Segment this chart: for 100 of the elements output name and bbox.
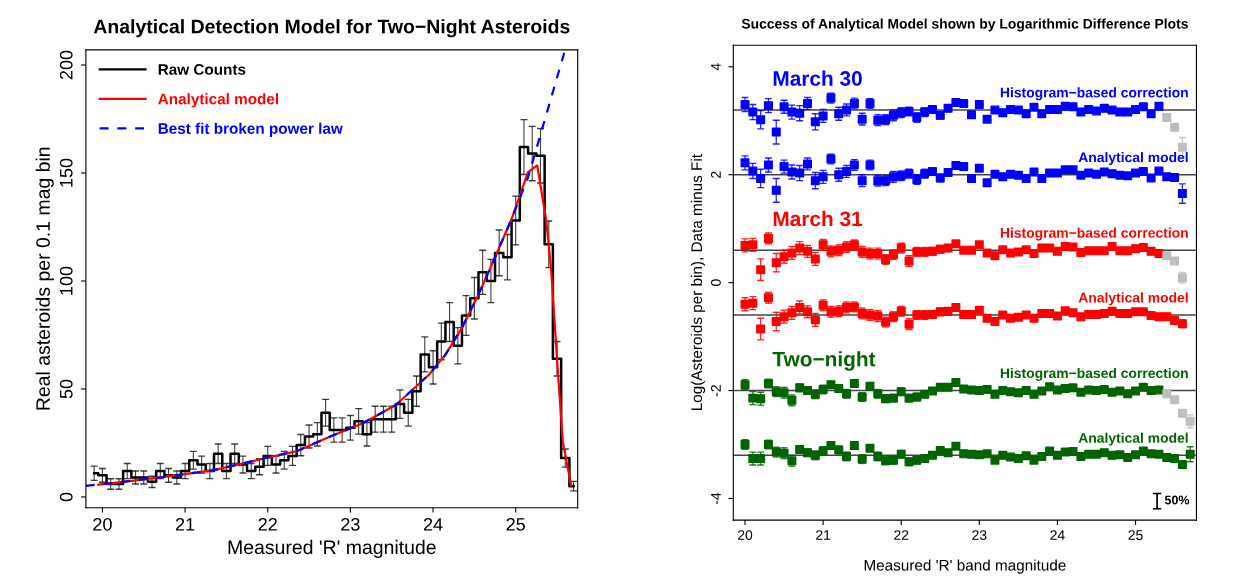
point [1029,313,1039,323]
point [1123,308,1133,318]
point [1021,173,1031,183]
point [1084,246,1094,256]
point [1115,170,1125,180]
point [982,449,992,459]
y-axis-title: Log(Asteroids per bin), Data minus Fit [690,154,706,411]
point [1177,459,1187,469]
point [1162,113,1172,123]
point [1029,249,1039,258]
annotation: March 30 [773,70,862,86]
point [1146,173,1156,183]
point [1162,251,1172,261]
point [1076,107,1086,117]
point [1154,101,1164,111]
x-tick-label: 22 [894,530,909,540]
point [1123,107,1133,117]
point [740,100,750,110]
point [1068,383,1078,393]
point [1170,256,1180,266]
y-tick-label: 200 [59,50,73,80]
point [967,245,977,255]
point [826,441,836,451]
point [1037,109,1047,119]
series-label: Analytical model [1078,152,1188,165]
point [1131,450,1141,460]
point [1045,446,1055,456]
point [959,245,969,255]
point [1037,451,1047,461]
point [1091,106,1101,116]
point [1115,107,1125,117]
point [927,104,937,114]
x-tick-label: 25 [1128,530,1143,541]
point [943,103,953,113]
point [927,309,937,319]
point [1115,246,1125,256]
point [1154,249,1164,258]
point [849,379,859,389]
y-axis-title: Real asteroids per 0.1 mag bin [35,147,54,410]
point [1185,449,1195,459]
point [1131,307,1141,317]
y-tick-label: 0 [59,492,73,502]
x-tick-label: 23 [341,517,360,531]
point [1084,385,1094,395]
point [959,384,969,394]
point [927,386,937,396]
point [1115,386,1125,396]
point [1131,244,1141,254]
y-tick-label: 0 [711,279,721,286]
y-tick-label: 150 [59,158,73,187]
annotation: March 31 [773,210,863,227]
point [771,316,781,326]
x-axis-title: Measured 'R' magnitude [228,539,436,558]
point [1177,408,1187,418]
point [1099,308,1109,318]
point [1091,309,1101,319]
point [1099,103,1109,113]
point [756,265,766,275]
point [1052,246,1062,256]
annotation: Two−night [772,351,876,371]
point [1006,452,1016,462]
x-tick-label: 24 [423,517,443,531]
y-tick-label: -2 [711,385,721,397]
x-axis-title: Measured 'R' band magnitude [864,559,1066,574]
x-tick-label: 21 [175,517,195,531]
point [1099,246,1109,256]
point [1060,241,1070,251]
point [920,454,930,464]
point [849,441,859,451]
x-tick-label: 21 [816,530,831,540]
point [943,382,953,392]
point [1045,382,1055,392]
point [951,161,961,171]
point [1052,385,1062,395]
point [998,108,1008,118]
point [998,245,1008,255]
point [1060,165,1070,175]
point [974,240,984,250]
point [1045,104,1055,114]
point [1099,384,1109,394]
point [1162,172,1172,182]
y-tick-label: 4 [711,63,721,71]
point [935,445,945,455]
point [1076,247,1086,257]
point [1170,315,1180,325]
point [1084,168,1094,178]
point [1029,389,1039,399]
point [1068,102,1078,112]
point [1138,446,1148,456]
y-tick-label: 50 [59,379,73,399]
point [1154,385,1164,395]
series-label: Histogram−based correction [1000,87,1188,101]
point [865,381,875,391]
point [1170,454,1180,464]
point [974,450,984,460]
point [1045,168,1055,178]
point [1177,189,1187,199]
point [756,324,766,334]
point [1006,387,1016,397]
point [1013,105,1023,115]
